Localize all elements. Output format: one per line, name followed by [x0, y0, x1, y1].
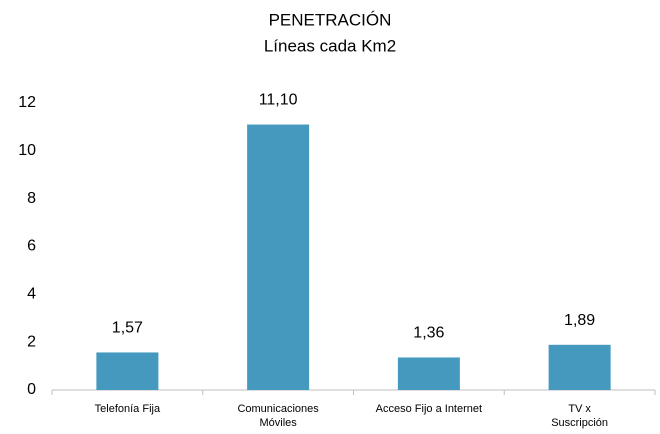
- data-label: 1,57: [112, 320, 143, 337]
- chart-subtitle: Líneas cada Km2: [264, 36, 396, 55]
- x-tick-label: Acceso Fijo a Internet: [375, 403, 483, 415]
- bar: [548, 344, 611, 390]
- bar: [96, 352, 159, 390]
- bar: [247, 124, 310, 391]
- y-tick-label: 2: [27, 333, 36, 350]
- data-label: 1,36: [413, 325, 444, 342]
- x-tick-label: Comunicaciones Móviles: [237, 403, 319, 429]
- data-label: 11,10: [259, 92, 298, 109]
- y-tick-label: 8: [27, 190, 36, 207]
- chart-title: PENETRACIÓN: [269, 10, 392, 29]
- x-tick-label: TV x Suscripción: [551, 403, 609, 429]
- y-tick-label: 10: [18, 142, 36, 159]
- x-tick-label: Telefonía Fija: [94, 403, 161, 415]
- y-tick-label: 12: [18, 94, 36, 111]
- bar: [397, 357, 460, 390]
- data-label: 1,89: [564, 312, 595, 329]
- y-tick-label: 0: [27, 381, 36, 398]
- y-tick-label: 6: [27, 238, 36, 255]
- y-tick-label: 4: [27, 286, 36, 303]
